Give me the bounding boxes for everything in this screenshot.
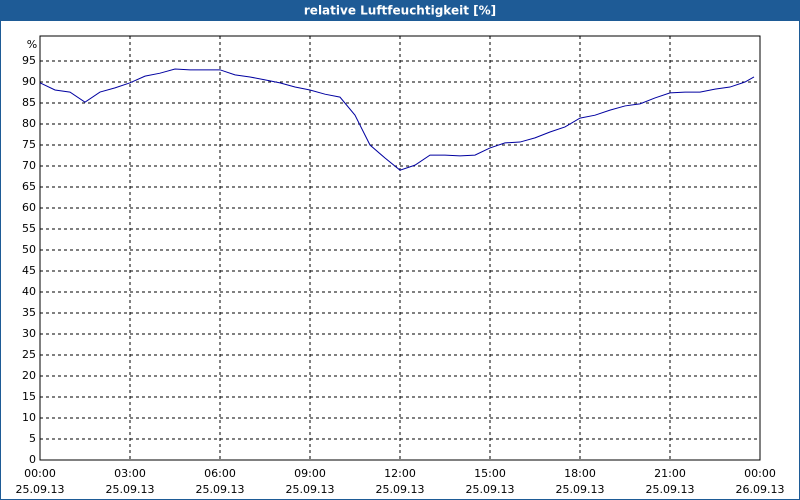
y-tick-label: 5 <box>29 432 36 445</box>
x-tick-label: 06:00 <box>204 467 236 480</box>
y-tick-label: 25 <box>22 348 36 361</box>
x-tick-label: 25.09.13 <box>196 483 245 496</box>
y-tick-label: 85 <box>22 96 36 109</box>
y-tick-label: 35 <box>22 306 36 319</box>
y-tick-label: 30 <box>22 327 36 340</box>
x-tick-label: 25.09.13 <box>106 483 155 496</box>
y-axis-label: % <box>27 38 37 51</box>
x-tick-label: 12:00 <box>384 467 416 480</box>
x-tick-label: 26.09.13 <box>736 483 785 496</box>
x-tick-label: 25.09.13 <box>466 483 515 496</box>
x-tick-label: 09:00 <box>294 467 326 480</box>
x-tick-label: 15:00 <box>474 467 506 480</box>
y-tick-label: 50 <box>22 243 36 256</box>
x-tick-label: 25.09.13 <box>556 483 605 496</box>
x-tick-label: 25.09.13 <box>286 483 335 496</box>
x-tick-label: 18:00 <box>564 467 596 480</box>
window-title: relative Luftfeuchtigkeit [%] <box>304 4 496 18</box>
x-tick-label: 03:00 <box>114 467 146 480</box>
x-tick-label: 00:00 <box>744 467 776 480</box>
x-tick-label: 21:00 <box>654 467 686 480</box>
y-tick-label: 65 <box>22 180 36 193</box>
y-tick-label: 75 <box>22 138 36 151</box>
y-tick-label: 15 <box>22 390 36 403</box>
y-tick-label: 10 <box>22 411 36 424</box>
y-tick-label: 95 <box>22 54 36 67</box>
x-tick-label: 25.09.13 <box>16 483 65 496</box>
y-tick-label: 45 <box>22 264 36 277</box>
x-tick-label: 00:00 <box>24 467 56 480</box>
x-tick-label: 25.09.13 <box>646 483 695 496</box>
y-tick-label: 55 <box>22 222 36 235</box>
title-bar <box>0 0 800 21</box>
y-tick-label: 90 <box>22 75 36 88</box>
y-tick-label: 40 <box>22 285 36 298</box>
x-tick-label: 25.09.13 <box>376 483 425 496</box>
y-tick-label: 70 <box>22 159 36 172</box>
data-line <box>39 68 755 171</box>
y-tick-label: 0 <box>29 453 36 466</box>
y-tick-label: 20 <box>22 369 36 382</box>
y-tick-label: 80 <box>22 117 36 130</box>
y-tick-label: 60 <box>22 201 36 214</box>
